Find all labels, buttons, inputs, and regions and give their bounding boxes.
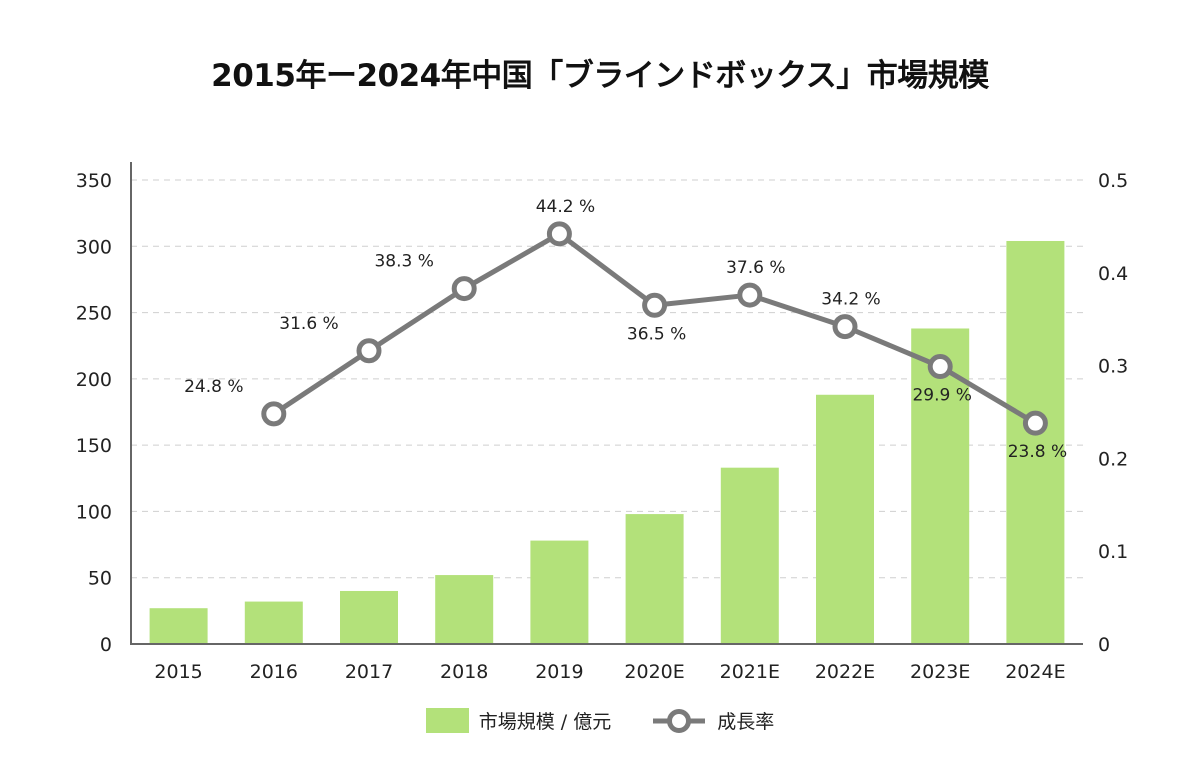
bar: [911, 328, 970, 644]
data-label: 23.8 %: [1008, 442, 1067, 462]
chart-title: 2015年ー2024年中国「ブラインドボックス」市場規模: [211, 58, 989, 94]
bar: [625, 514, 684, 644]
x-axis-tick: 2024E: [1005, 661, 1065, 683]
line-marker: [737, 282, 763, 308]
legend-item-growth-rate[interactable]: 成長率: [651, 707, 774, 734]
right-axis-tick: 0.5: [1098, 170, 1128, 192]
bar: [530, 540, 589, 644]
legend-label: 市場規模 / 億元: [478, 711, 612, 733]
data-labels: 24.8 % 31.6 % 38.3 % 44.2 % 36.5 % 37.6 % 34.2…: [184, 197, 1067, 462]
left-axis-tick: 0: [100, 634, 112, 656]
x-axis-tick: 2016: [250, 661, 298, 683]
bar: [149, 608, 208, 644]
bar: [435, 575, 494, 644]
right-axis-tick: 0.2: [1098, 448, 1128, 470]
bar: [1006, 240, 1065, 645]
right-axis-tick: 0.1: [1098, 541, 1128, 563]
data-label: 37.6 %: [726, 258, 785, 278]
data-label: 34.2 %: [821, 290, 880, 310]
line-marker: [356, 338, 382, 364]
line-marker: [642, 292, 668, 318]
bar: [720, 467, 779, 644]
bar: [340, 590, 398, 644]
line-marker-icon: [653, 708, 706, 733]
line-marker: [451, 276, 477, 302]
left-axis-tick: 100: [76, 501, 112, 523]
gridlines: [131, 179, 1083, 579]
line-marker: [927, 354, 953, 380]
axes: [130, 162, 1083, 645]
x-axis-ticks: 2015 2016 2017 2018 2019 2020E 2021E 2022E 2023E…: [154, 661, 1065, 683]
right-axis-ticks: 0 0.1 0.2 0.3 0.4 0.5: [1098, 170, 1128, 656]
x-axis-tick: 2020E: [624, 661, 684, 683]
right-axis-tick: 0.3: [1098, 356, 1128, 378]
left-axis-tick: 200: [76, 369, 112, 391]
x-axis-tick: 2023E: [910, 661, 970, 683]
right-axis-tick: 0: [1098, 634, 1110, 656]
line-marker: [261, 401, 287, 427]
x-axis-tick: 2019: [535, 661, 583, 683]
legend-label: 成長率: [717, 711, 775, 733]
legend: 市場規模 / 億元 成長率: [0, 707, 1200, 734]
bar-swatch-icon: [425, 708, 469, 733]
x-axis-tick: 2015: [154, 661, 202, 683]
bar: [244, 601, 303, 644]
bar: [816, 394, 874, 644]
x-axis-tick: 2021E: [720, 661, 780, 683]
data-label: 38.3 %: [374, 252, 433, 272]
data-label: 44.2 %: [536, 197, 595, 217]
data-label: 24.8 %: [184, 377, 243, 397]
x-axis-tick: 2018: [440, 661, 488, 683]
legend-item-market-size[interactable]: 市場規模 / 億元: [425, 707, 612, 734]
left-axis-tick: 50: [88, 568, 112, 590]
x-axis-tick: 2022E: [815, 661, 875, 683]
left-axis-ticks: 0 50 100 150 200 250 300 350: [76, 170, 112, 656]
left-axis-tick: 250: [76, 303, 112, 325]
line-marker: [1022, 410, 1048, 436]
bar-series: [149, 240, 1065, 645]
data-label: 36.5 %: [627, 324, 686, 344]
data-label: 31.6 %: [279, 314, 338, 334]
data-label: 29.9 %: [912, 386, 971, 406]
line-marker: [832, 314, 858, 340]
left-axis-tick: 300: [76, 236, 112, 258]
line-series: [261, 221, 1048, 436]
left-axis-tick: 150: [76, 435, 112, 457]
x-axis-tick: 2017: [345, 661, 393, 683]
left-axis-tick: 350: [76, 170, 112, 192]
right-axis-tick: 0.4: [1098, 263, 1128, 285]
line-marker: [546, 221, 572, 247]
